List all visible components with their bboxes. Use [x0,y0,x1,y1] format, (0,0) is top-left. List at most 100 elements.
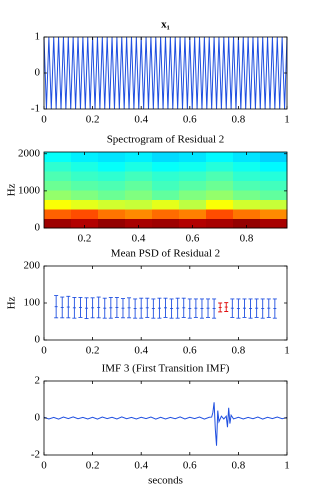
heatmap-cell [206,199,234,210]
y-tick-label: 2000 [18,147,41,159]
error-bar [151,298,156,319]
heatmap-cell [125,180,153,191]
heatmap-cell [98,152,126,162]
heatmap-cell [125,161,153,172]
error-bar [127,297,132,319]
error-bar [175,297,180,319]
heatmap-cell [44,190,72,200]
x-tick-label: 0.4 [132,233,146,245]
heatmap-cell [260,161,288,172]
heatmap-cell [98,180,126,191]
heatmap-cell [44,218,72,229]
error-bar [66,295,71,319]
error-bar [260,298,265,319]
heatmap-cell [206,190,234,200]
error-bar [169,298,174,319]
heatmap-cell [71,199,99,210]
error-bar [157,297,162,319]
heatmap-cell [206,152,234,162]
x-tick-label: 0.8 [240,233,254,245]
error-bar [224,302,229,312]
error-bar [145,297,150,318]
heatmap-cell [71,209,99,219]
y-tick-label: 0 [35,222,41,234]
y-tick-label: 0 [35,412,41,424]
heatmap-cell [98,199,126,210]
x-tick-label: 0.2 [86,114,100,126]
x-tick-label: 0 [41,460,47,472]
heatmap-cell [233,199,261,210]
error-bar [187,298,192,319]
y-tick-label: 1000 [18,184,41,196]
heatmap-cell [206,161,234,172]
x-tick-label: 0.2 [86,345,100,357]
heatmap-cell [125,171,153,181]
x-tick-label: 0.2 [86,460,100,472]
x-tick-label: 0.4 [134,345,148,357]
error-bar [218,302,223,313]
heatmap-cell [152,171,180,181]
x-tick-label: 0.4 [134,114,148,126]
heatmap-cell [179,180,207,191]
heatmap-cell [125,190,153,200]
heatmap-cell [71,152,99,162]
x-tick-label: 0.8 [232,345,246,357]
heatmap-cell [179,199,207,210]
heatmap-cell [260,209,288,219]
heatmap-cell [233,218,261,229]
heatmap-cell [71,171,99,181]
y-tick-label: 2 [35,375,41,387]
error-bar [102,297,107,319]
panel-title: x₁ [161,19,170,31]
error-bar [199,298,204,319]
error-bar [254,298,259,318]
x-tick-label: 1 [284,345,290,357]
x-tick-label: 0 [41,345,47,357]
heatmap-cell [260,218,288,229]
panel-title: Spectrogram of Residual 2 [107,134,225,146]
y-axis-label: Hz [6,183,18,196]
panel-title: IMF 3 (First Transition IMF) [102,363,230,375]
error-bar [54,295,59,319]
heatmap-cell [179,218,207,229]
error-bar [163,297,168,318]
error-bar [206,298,211,318]
x-tick-label: 1 [284,460,290,472]
error-bar [60,296,65,319]
x-tick-label: 0.6 [186,233,200,245]
heatmap-cell [260,171,288,181]
heatmap-cell [98,171,126,181]
y-tick-label: 0 [35,334,41,346]
heatmap-cell [260,152,288,162]
heatmap-cell [71,161,99,172]
heatmap-cell [125,209,153,219]
error-bar [133,298,138,319]
heatmap-cell [152,180,180,191]
heatmap-cell [44,171,72,181]
heatmap-cell [179,209,207,219]
x-tick-label: 0.2 [78,233,92,245]
y-tick-label: 1 [35,31,41,43]
error-bar [108,297,113,319]
heatmap-cell [71,190,99,200]
y-axis-label: Hz [6,296,18,309]
heatmap-cell [98,209,126,219]
heatmap-cell [179,171,207,181]
heatmap-cell [44,209,72,219]
heatmap-cell [233,152,261,162]
heatmap-cell [98,161,126,172]
heatmap-cell [206,209,234,219]
x-tick-label: 1 [284,114,290,126]
heatmap-cell [206,218,234,229]
error-bar [120,298,125,319]
x-tick-label: 0 [41,114,47,126]
heatmap-cell [260,180,288,191]
error-bar [96,296,101,319]
heatmap-cell [233,161,261,172]
error-bar [266,298,271,318]
y-tick-label: 200 [24,260,41,272]
heatmap-cell [233,180,261,191]
heatmap-cell [206,180,234,191]
error-bar [236,298,241,319]
x-tick-label: 0.6 [183,460,197,472]
